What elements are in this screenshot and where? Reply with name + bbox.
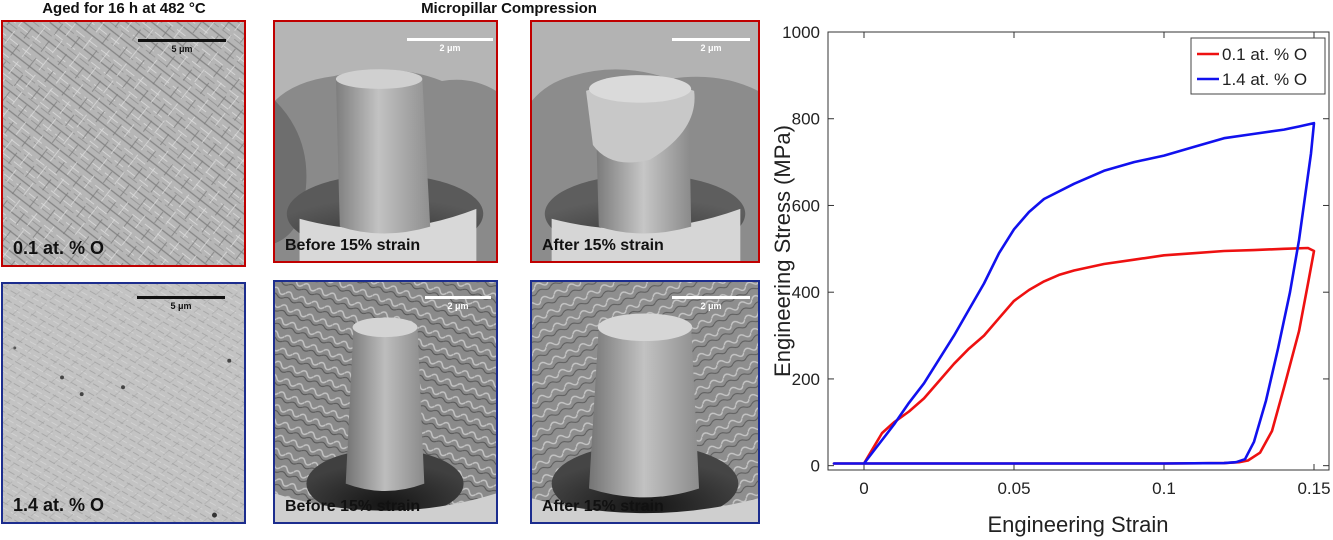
legend-label-high-oxygen: 1.4 at. % O <box>1222 70 1307 89</box>
scale-bar <box>672 296 750 299</box>
aged-condition-heading: Aged for 16 h at 482 °C <box>42 0 206 17</box>
pillar-after-high-oxygen-panel: 2 μm After 15% strain <box>530 280 760 524</box>
micropillar-compression-heading: Micropillar Compression <box>421 0 597 17</box>
stress-strain-chart: 0 0.05 0.1 0.15 0 200 400 600 800 1000 Engineerin… <box>760 0 1333 540</box>
scale-bar <box>138 39 226 42</box>
x-tick-label: 0 <box>859 479 868 498</box>
scale-bar-label: 5 μm <box>170 301 192 311</box>
scale-bar-label: 2 μm <box>439 43 461 53</box>
y-tick-label: 600 <box>792 196 820 215</box>
pillar-sem-image <box>275 22 496 261</box>
pillar-after-low-oxygen-panel: 2 μm After 15% strain <box>530 20 760 263</box>
x-tick-label: 0.15 <box>1297 479 1330 498</box>
scale-bar-label: 2 μm <box>700 43 722 53</box>
pillar-sem-image <box>275 282 496 522</box>
y-tick-label: 200 <box>792 370 820 389</box>
scale-bar <box>407 38 493 41</box>
pillar-before-high-oxygen-panel: 2 μm Before 15% strain <box>273 280 498 524</box>
sample-label-low-oxygen: 0.1 at. % O <box>13 238 105 258</box>
chart-svg: 0 0.05 0.1 0.15 0 200 400 600 800 1000 Engineerin… <box>770 23 1331 537</box>
legend-box <box>1190 37 1326 95</box>
scale-bar <box>425 296 491 299</box>
microstructure-texture-image <box>3 22 244 265</box>
x-axis-label: Engineering Strain <box>987 512 1168 537</box>
microstructure-texture-image <box>3 284 244 522</box>
y-tick-label: 1000 <box>782 23 820 42</box>
scale-bar-label: 5 μm <box>171 44 193 54</box>
pillar-sem-image <box>532 282 758 522</box>
scale-bar-label: 2 μm <box>447 301 469 311</box>
after-strain-label: After 15% strain <box>542 498 664 515</box>
microstructure-high-oxygen-panel: 5 μm 1.4 at. % O <box>1 282 246 524</box>
legend-label-low-oxygen: 0.1 at. % O <box>1222 45 1307 64</box>
after-strain-label: After 15% strain <box>542 237 664 254</box>
y-tick-label: 400 <box>792 283 820 302</box>
axis-ticks: 0 0.05 0.1 0.15 0 200 400 600 800 1000 <box>782 23 1330 498</box>
scale-bar <box>137 296 225 299</box>
y-axis-label: Engineering Stress (MPa) <box>770 125 795 377</box>
y-tick-label: 800 <box>792 110 820 129</box>
chart-legend: 0.1 at. % O 1.4 at. % O <box>1190 37 1326 95</box>
microstructure-low-oxygen-panel: 5 μm 0.1 at. % O <box>1 20 246 267</box>
sample-label-high-oxygen: 1.4 at. % O <box>13 495 105 515</box>
before-strain-label: Before 15% strain <box>285 237 421 254</box>
pillar-sem-image <box>532 22 758 261</box>
data-series <box>832 121 1316 465</box>
series-line-high-oxygen <box>832 121 1316 465</box>
y-tick-label: 0 <box>811 457 820 476</box>
scale-bar <box>672 38 750 41</box>
scale-bar-label: 2 μm <box>700 301 722 311</box>
x-tick-label: 0.05 <box>997 479 1030 498</box>
pillar-before-low-oxygen-panel: 2 μm Before 15% strain <box>273 20 498 263</box>
x-tick-label: 0.1 <box>1152 479 1176 498</box>
before-strain-label: Before 15% strain <box>285 498 421 515</box>
